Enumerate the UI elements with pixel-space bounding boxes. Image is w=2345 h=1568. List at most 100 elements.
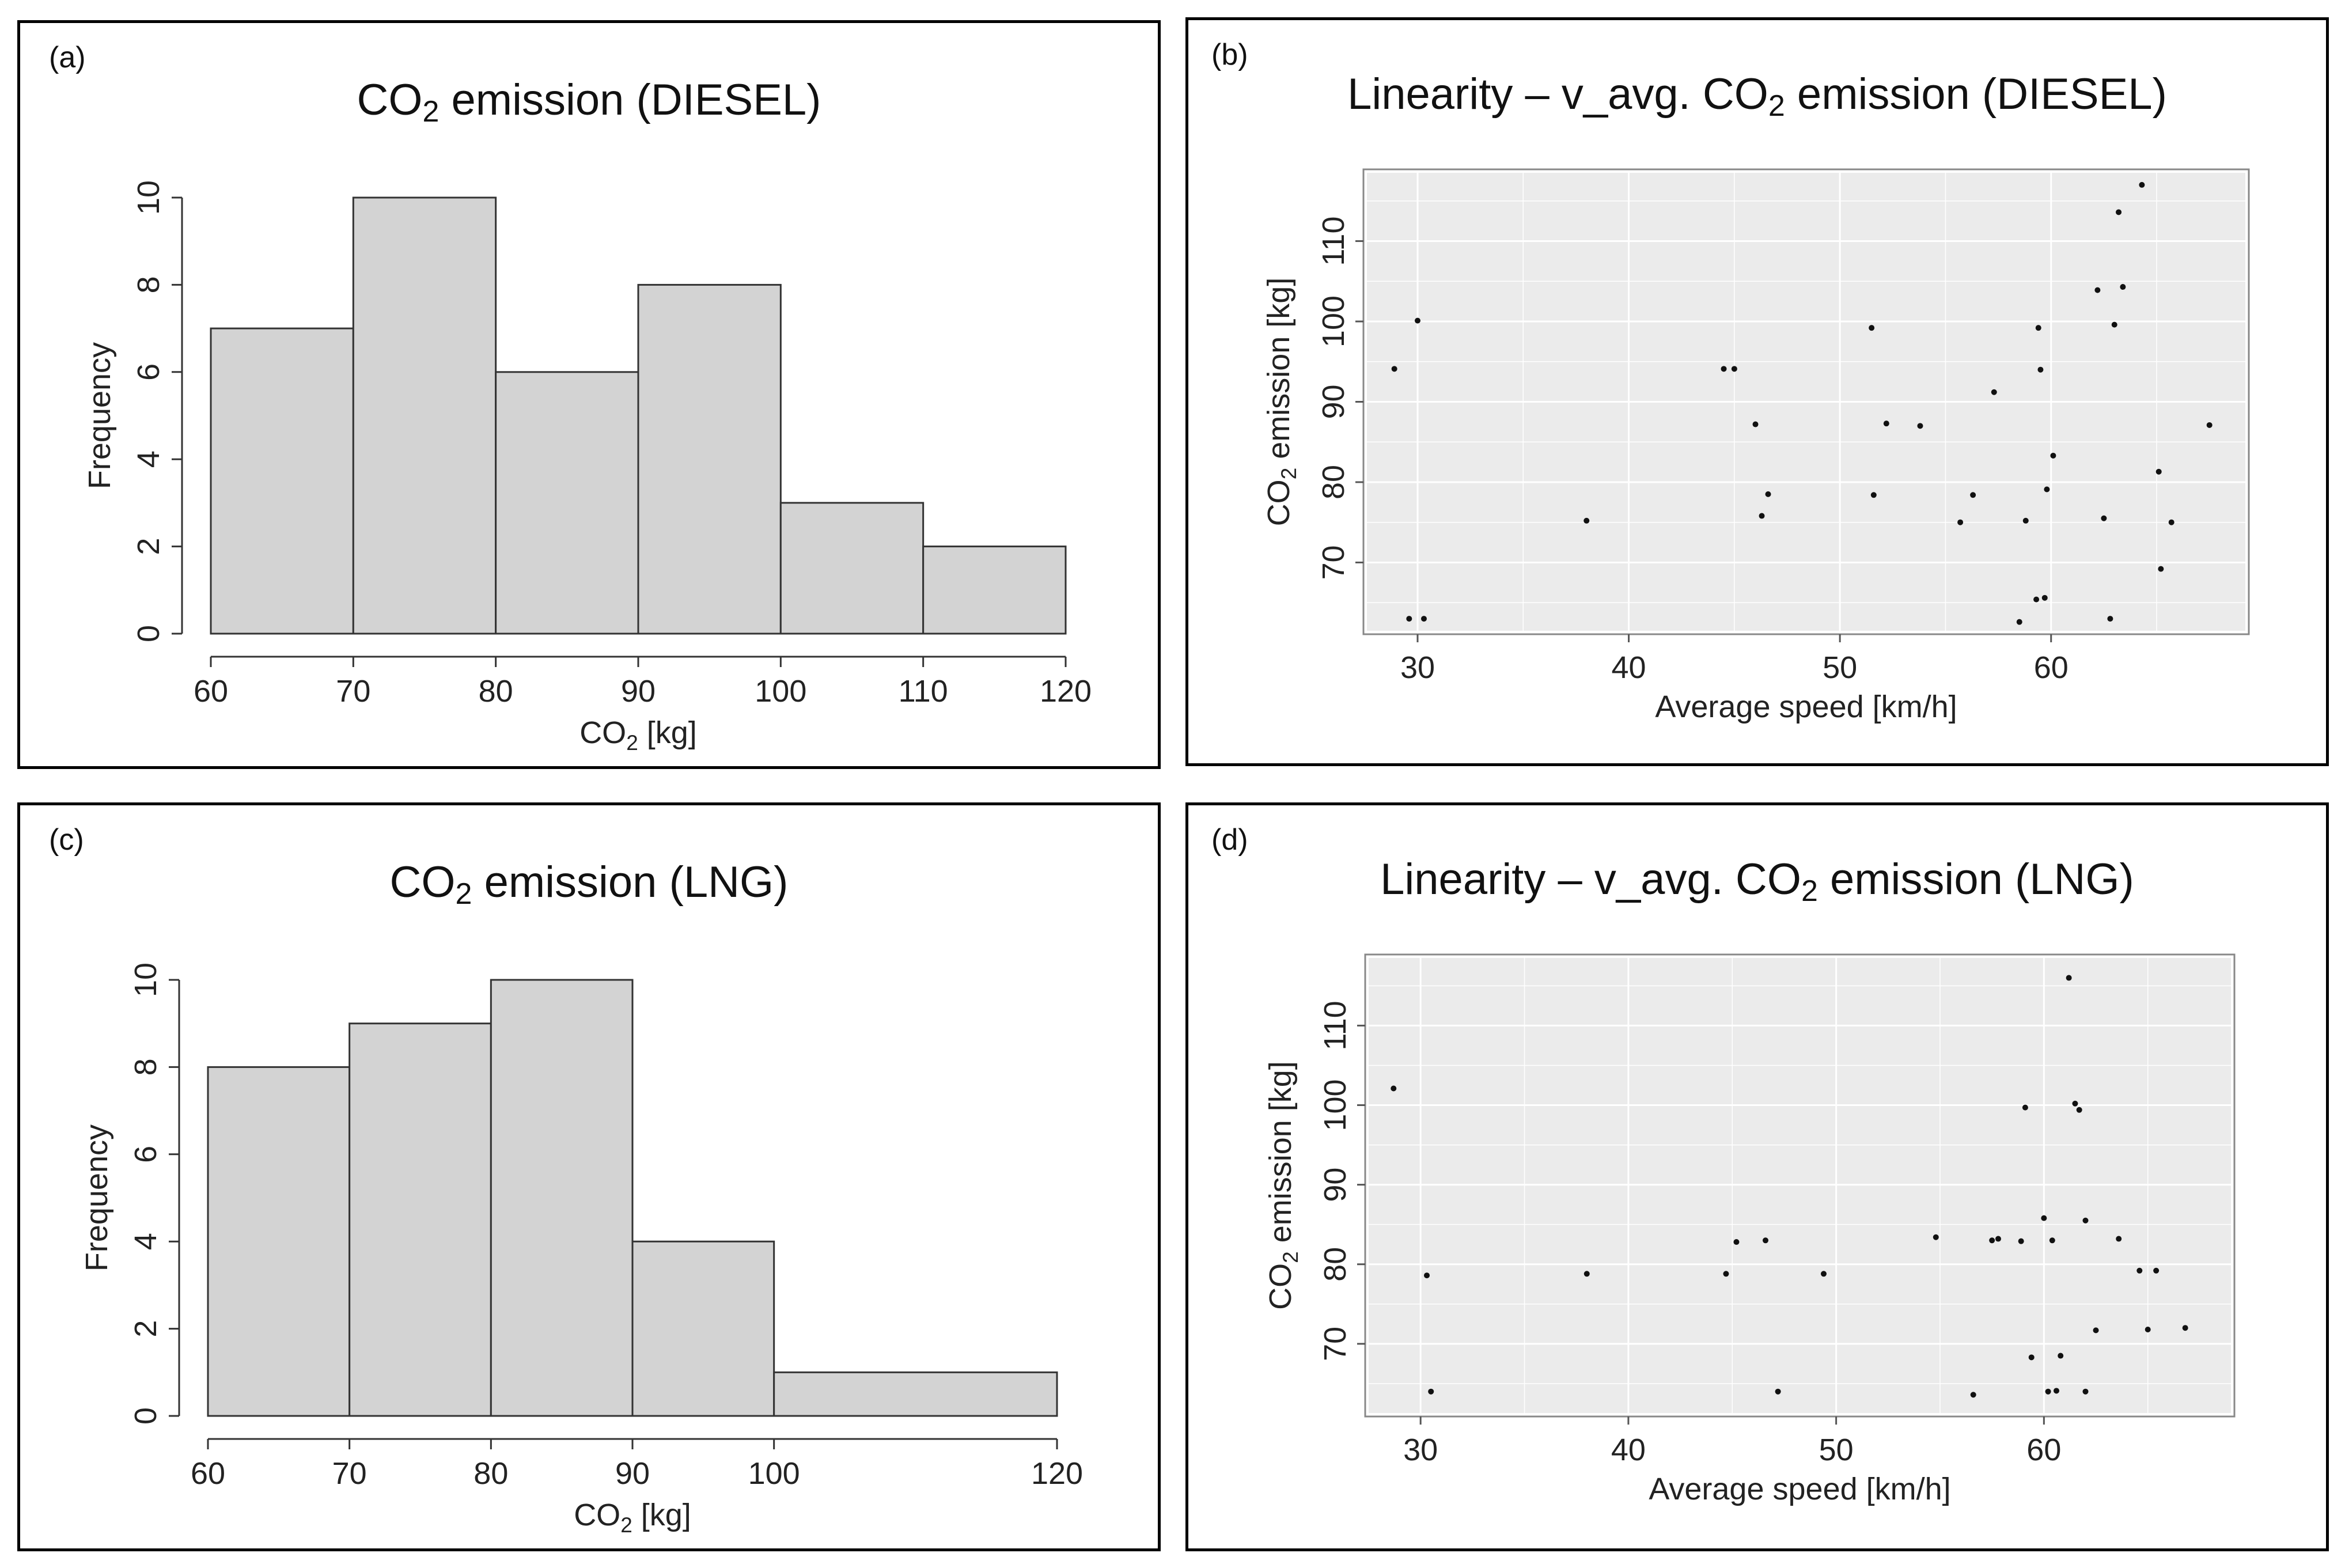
x-tick-label: 120 <box>1040 674 1092 709</box>
y-tick-label: 90 <box>1316 384 1351 419</box>
x-tick-label: 60 <box>191 1456 225 1491</box>
x-tick-label: 30 <box>1400 650 1435 685</box>
x-tick-label: 120 <box>1031 1456 1083 1491</box>
scatter-point <box>2101 515 2107 521</box>
x-axis-label: CO2 [kg] <box>579 715 697 755</box>
scatter-point <box>2053 1388 2059 1394</box>
scatter-point <box>2022 517 2029 524</box>
scatter-point <box>1420 616 1427 622</box>
x-tick-label: 100 <box>748 1456 800 1491</box>
panel-c: (c) CO2 emission (LNG) 60 70 80 90 100 120 0 2 4… <box>17 802 1161 1551</box>
scatter-point <box>1869 325 1875 331</box>
x-axis-label: Average speed [km/h] <box>1655 690 1957 724</box>
scatter-point <box>1775 1388 1781 1395</box>
y-tick-label: 2 <box>131 538 166 555</box>
scatter-point <box>2050 452 2056 459</box>
histogram-bar <box>495 371 639 635</box>
y-tick-label: 10 <box>128 963 163 997</box>
panel-b: (b) Linearity – v_avg. CO2 emission (DIE… <box>1185 17 2329 766</box>
scatter-point <box>1424 1272 1430 1279</box>
scatter-point <box>2116 1236 2122 1242</box>
histogram-diesel: 60 70 80 90 100 110 120 0 2 4 6 8 10 CO2 [kg] Frequenc… <box>82 180 1092 755</box>
panel-label: (a) <box>49 41 86 74</box>
x-tick-label: 60 <box>2034 650 2069 685</box>
scatter-point <box>1583 1271 1590 1277</box>
y-tick-label: 8 <box>128 1058 163 1075</box>
scatter-point <box>2044 486 2050 493</box>
scatter-point <box>1995 1236 2001 1242</box>
scatter-point <box>1870 492 1877 498</box>
y-tick-label: 4 <box>131 450 166 468</box>
scatter-point <box>2058 1353 2064 1359</box>
y-tick-label: 100 <box>1316 296 1351 347</box>
y-axis-label: Frequency <box>79 1124 114 1271</box>
scatter-point <box>2158 566 2164 572</box>
chart-title: CO2 emission (LNG) <box>389 858 789 911</box>
histogram-bar <box>352 196 497 635</box>
y-tick-label: 110 <box>1316 217 1351 266</box>
scatter-point <box>2111 321 2117 328</box>
x-tick-label: 70 <box>332 1456 367 1491</box>
scatter-point <box>2041 594 2048 601</box>
scatter-point <box>1820 1271 1827 1277</box>
x-tick-label: 60 <box>2026 1433 2061 1467</box>
panel-label: (d) <box>1211 823 1248 857</box>
y-axis-label: CO2 emission [kg] <box>1263 1061 1302 1310</box>
scatter-point <box>2037 366 2044 373</box>
y-axis-label: Frequency <box>82 342 117 489</box>
panel-label: (b) <box>1211 38 1248 71</box>
scatter-point <box>1733 1239 1740 1245</box>
scatter-point <box>2072 1100 2078 1107</box>
scatter-point <box>2139 181 2145 188</box>
scatter-point <box>2082 1388 2089 1395</box>
x-tick-label: 40 <box>1612 650 1646 685</box>
scatter-point <box>2045 1388 2051 1395</box>
histogram-bar <box>348 1022 492 1417</box>
panel-label: (c) <box>49 823 84 857</box>
scatter-point <box>2076 1107 2082 1113</box>
histogram-bar <box>490 979 634 1417</box>
scatter-point <box>1762 1237 1768 1244</box>
chart-title: Linearity – v_avg. CO2 emission (LNG) <box>1380 855 2134 908</box>
scatter-point <box>1970 492 1976 498</box>
histogram-bar <box>210 327 354 635</box>
y-tick-label: 100 <box>1318 1079 1353 1131</box>
y-tick-label: 2 <box>128 1320 163 1338</box>
scatter-point <box>1989 1237 1995 1244</box>
x-axis-label: CO2 [kg] <box>574 1498 691 1537</box>
scatter-point <box>2116 209 2122 215</box>
x-tick-label: 100 <box>755 674 806 709</box>
scatter-point <box>1970 1392 1976 1398</box>
scatter-point <box>2022 1104 2028 1111</box>
chart-title: Linearity – v_avg. CO2 emission (DIESEL) <box>1347 70 2167 123</box>
y-tick-label: 6 <box>131 363 166 381</box>
x-tick-label: 40 <box>1611 1433 1646 1467</box>
scatter-point <box>2168 519 2174 525</box>
scatter-lng: 30 40 50 60 70 80 90 100 110 Average speed [km/h]… <box>1263 953 2236 1506</box>
scatter-point <box>2182 1325 2188 1331</box>
scatter-point <box>2153 1267 2160 1274</box>
scatter-point <box>1414 317 1420 324</box>
scatter-point <box>1991 389 1997 395</box>
x-axis-label: Average speed [km/h] <box>1649 1472 1950 1506</box>
x-tick-label: 90 <box>615 1456 650 1491</box>
y-tick-label: 10 <box>131 180 166 215</box>
scatter-point <box>2082 1217 2089 1224</box>
scatter-point <box>2035 325 2041 331</box>
x-tick-label: 70 <box>336 674 370 709</box>
scatter-point <box>1583 517 1590 524</box>
y-tick-label: 80 <box>1318 1247 1353 1282</box>
histogram-lng: 60 70 80 90 100 120 0 2 4 6 8 10 CO2 [kg] Frequency <box>79 963 1083 1537</box>
y-tick-label: 80 <box>1316 465 1351 499</box>
scatter-point <box>1428 1388 1434 1395</box>
x-tick-label: 60 <box>194 674 228 709</box>
scatter-point <box>2155 468 2162 475</box>
scatter-point <box>2094 287 2101 293</box>
scatter-point <box>2041 1215 2047 1221</box>
scatter-point <box>1391 1085 1397 1092</box>
x-tick-label: 50 <box>1819 1433 1854 1467</box>
y-tick-label: 70 <box>1316 545 1351 580</box>
scatter-point <box>1406 616 1412 622</box>
scatter-point <box>1723 1271 1729 1277</box>
y-tick-label: 8 <box>131 276 166 293</box>
